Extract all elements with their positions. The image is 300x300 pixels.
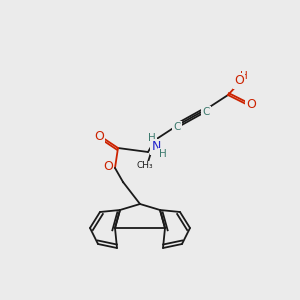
Text: CH₃: CH₃ (137, 161, 153, 170)
Text: O: O (94, 130, 104, 142)
Text: C: C (202, 107, 210, 117)
Text: H: H (159, 149, 167, 159)
Text: H: H (148, 133, 156, 143)
Text: O: O (246, 98, 256, 110)
Text: O: O (103, 160, 113, 173)
Text: O: O (234, 74, 244, 88)
Text: C: C (173, 122, 181, 132)
Text: H: H (240, 71, 248, 81)
Text: N: N (151, 140, 161, 154)
